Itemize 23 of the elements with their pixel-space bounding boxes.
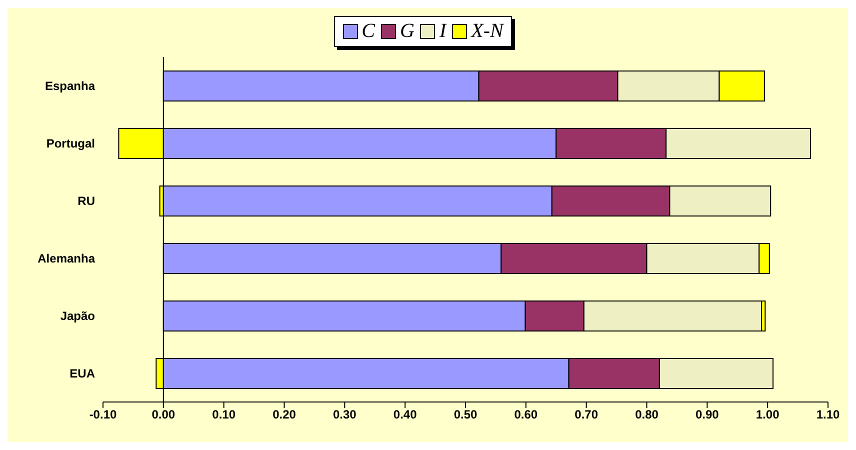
x-tick-label: 1.00 bbox=[756, 408, 780, 422]
x-tick-label: 0.30 bbox=[332, 408, 357, 422]
y-tick-label: Japão bbox=[60, 309, 95, 324]
x-tick-label: 0.70 bbox=[574, 408, 598, 422]
x-tick-label: 0.90 bbox=[695, 408, 720, 422]
x-tick-label: 1.10 bbox=[816, 408, 840, 422]
y-tick-label: EUA bbox=[70, 366, 96, 381]
legend-label: I bbox=[439, 20, 446, 43]
x-tick-label: 0.10 bbox=[212, 408, 236, 422]
y-tick-label: Espanha bbox=[44, 79, 96, 94]
x-tick-label: 0.60 bbox=[514, 408, 538, 422]
y-tick-label: Portugal bbox=[46, 136, 95, 151]
x-tick-label: 0.80 bbox=[635, 408, 659, 422]
x-tick-label: 0.00 bbox=[152, 408, 176, 422]
y-tick-label: Alemanha bbox=[38, 252, 96, 266]
x-tick-label: -0.10 bbox=[89, 408, 117, 422]
legend-label: G bbox=[400, 20, 414, 43]
x-tick-label: 0.40 bbox=[393, 408, 418, 422]
legend-label: C bbox=[362, 20, 375, 43]
x-tick-label: 0.20 bbox=[272, 408, 296, 422]
legend-label: X-N bbox=[471, 20, 504, 43]
x-tick-label: 0.50 bbox=[454, 408, 478, 422]
y-tick-label: RU bbox=[78, 194, 95, 208]
